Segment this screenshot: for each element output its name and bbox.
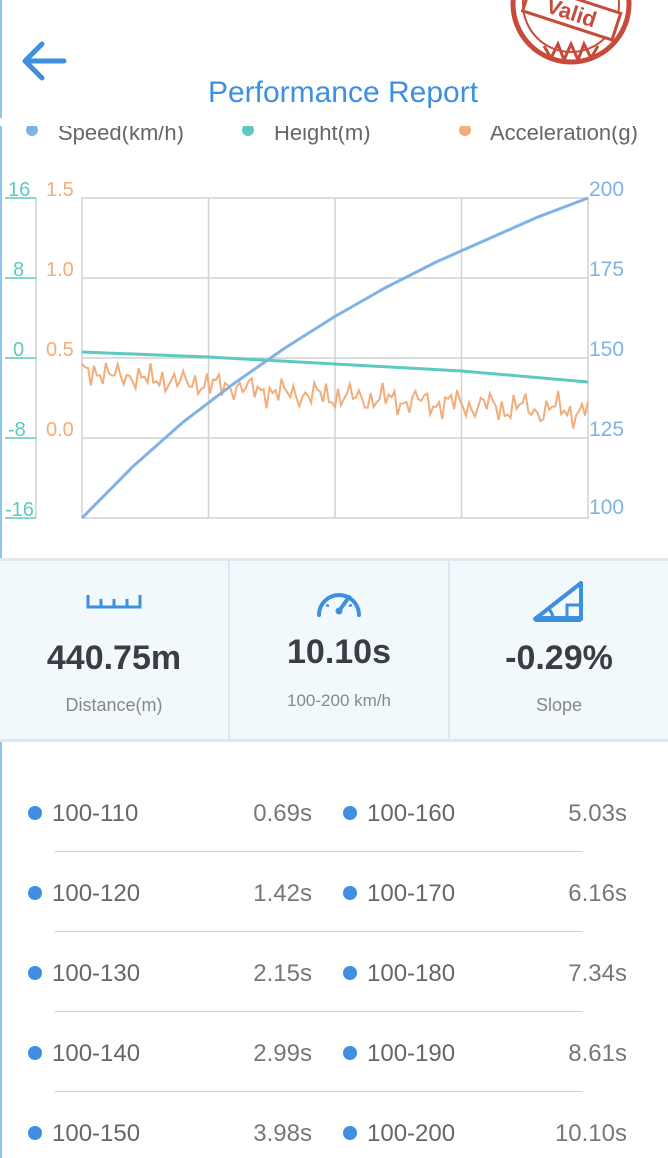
split-bullet bbox=[28, 966, 42, 980]
split-time: 2.15s bbox=[253, 960, 312, 987]
speedometer-icon bbox=[317, 593, 361, 617]
distance-value: 440.75m bbox=[46, 639, 182, 677]
height-series-line bbox=[81, 350, 589, 384]
acceleration-tick: 1.5 bbox=[46, 179, 74, 201]
acceleration-tick: 0.0 bbox=[46, 419, 74, 441]
split-range: 100-200 bbox=[367, 1120, 456, 1147]
split-bullet bbox=[343, 806, 357, 820]
height-tick: -16 bbox=[5, 499, 34, 521]
height-tick: -8 bbox=[8, 419, 26, 441]
stat-divider bbox=[448, 561, 450, 739]
split-range: 100-110 bbox=[52, 800, 139, 827]
split-row: 100-150 3.98s 100-200 10.10s bbox=[0, 1092, 668, 1158]
back-arrow-icon[interactable] bbox=[18, 36, 74, 86]
split-time: 0.69s bbox=[253, 800, 312, 827]
stat-divider bbox=[228, 561, 230, 739]
height-tick: 16 bbox=[8, 179, 30, 201]
split-time: 7.34s bbox=[568, 960, 627, 987]
split-bullet bbox=[28, 1126, 42, 1140]
legend-acceleration-dot bbox=[459, 124, 471, 136]
ruler-icon bbox=[86, 595, 142, 609]
split-range: 100-130 bbox=[52, 960, 141, 987]
speed-series-line bbox=[80, 196, 589, 520]
split-time: 10.10s bbox=[554, 1120, 627, 1147]
split-bullet bbox=[28, 886, 42, 900]
stats-panel: 440.75m Distance(m) 10.10s 100-200 km/h … bbox=[0, 558, 668, 742]
height-tick: 0 bbox=[13, 339, 24, 361]
speed-tick: 100 bbox=[589, 496, 624, 519]
stat-distance: 440.75m Distance(m) bbox=[0, 561, 228, 739]
legend-height-dot bbox=[242, 124, 254, 136]
split-row: 100-120 1.42s 100-170 6.16s bbox=[0, 852, 668, 932]
speed-tick: 150 bbox=[589, 338, 624, 361]
split-time: 6.16s bbox=[568, 880, 627, 907]
chart-grid bbox=[81, 197, 589, 519]
split-time: 5.03s bbox=[568, 800, 627, 827]
acceleration-time-label: 100-200 km/h bbox=[287, 691, 391, 710]
split-times-list: 100-110 0.69s 100-160 5.03s 100-120 1.42… bbox=[0, 742, 668, 1158]
split-range: 100-170 bbox=[367, 880, 456, 907]
split-row: 100-140 2.99s 100-190 8.61s bbox=[0, 1012, 668, 1092]
split-range: 100-190 bbox=[367, 1040, 456, 1067]
row-divider bbox=[55, 931, 582, 932]
height-tick: 8 bbox=[13, 259, 24, 281]
split-bullet bbox=[343, 1126, 357, 1140]
split-row: 100-110 0.69s 100-160 5.03s bbox=[0, 772, 668, 852]
split-bullet bbox=[28, 806, 42, 820]
distance-label: Distance(m) bbox=[65, 695, 163, 715]
split-range: 100-180 bbox=[367, 960, 456, 987]
acceleration-tick: 0.5 bbox=[46, 339, 74, 361]
performance-chart: Speed(km/h) Height(m) Acceleration(g) 16… bbox=[0, 118, 668, 521]
row-divider bbox=[55, 1011, 582, 1012]
split-time: 8.61s bbox=[568, 1040, 627, 1067]
split-time: 1.42s bbox=[253, 880, 312, 907]
page-title: Performance Report bbox=[207, 76, 479, 109]
split-bullet bbox=[28, 1046, 42, 1060]
split-range: 100-140 bbox=[52, 1040, 141, 1067]
legend-speed-dot bbox=[26, 124, 38, 136]
speed-tick: 175 bbox=[589, 258, 624, 281]
split-time: 2.99s bbox=[253, 1040, 312, 1067]
split-range: 100-120 bbox=[52, 880, 141, 907]
row-divider bbox=[55, 851, 582, 852]
valid-stamp-icon: Valid bbox=[510, 0, 632, 65]
speed-tick: 125 bbox=[589, 418, 624, 441]
split-range: 100-150 bbox=[52, 1120, 141, 1147]
slope-value: -0.29% bbox=[505, 639, 613, 677]
split-range: 100-160 bbox=[367, 800, 456, 827]
acceleration-series-line bbox=[81, 360, 589, 429]
row-divider bbox=[55, 1091, 582, 1092]
split-time: 3.98s bbox=[253, 1120, 312, 1147]
split-bullet bbox=[343, 886, 357, 900]
split-bullet bbox=[343, 1046, 357, 1060]
slope-label: Slope bbox=[535, 695, 583, 715]
acceleration-tick: 1.0 bbox=[46, 259, 74, 281]
split-bullet bbox=[343, 966, 357, 980]
speed-tick: 200 bbox=[589, 178, 624, 201]
acceleration-time-value: 10.10s bbox=[287, 633, 391, 671]
split-row: 100-130 2.15s 100-180 7.34s bbox=[0, 932, 668, 1012]
stat-slope: -0.29% Slope bbox=[450, 561, 668, 739]
slope-icon bbox=[533, 581, 583, 622]
stat-acceleration-time: 10.10s 100-200 km/h bbox=[230, 561, 448, 739]
